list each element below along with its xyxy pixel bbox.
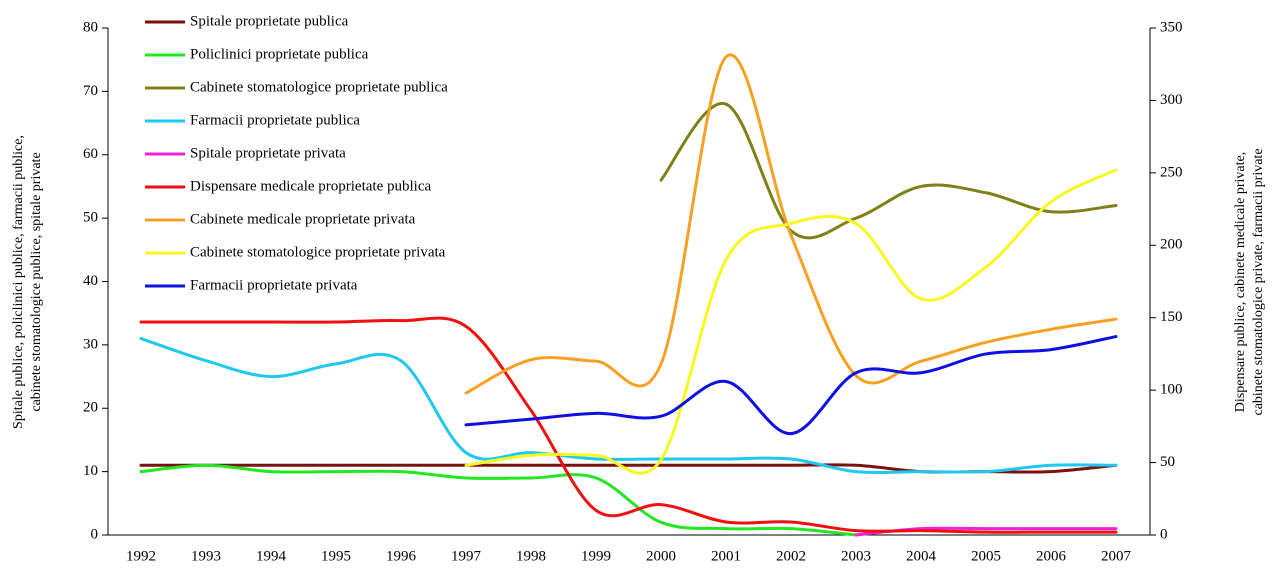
- legend-label: Cabinete stomatologice proprietate priva…: [190, 244, 446, 260]
- series-line: [464, 168, 1118, 475]
- x-tick-label: 2003: [841, 548, 871, 564]
- y2-axis-label: Dispensare publice, cabinete medicale pr…: [1233, 148, 1266, 415]
- legend-label: Cabinete stomatologice proprietate publi…: [190, 79, 448, 95]
- legend-label: Farmacii proprietate privata: [190, 277, 358, 293]
- x-tick-label: 2000: [646, 548, 676, 564]
- y2-tick-label: 200: [1160, 237, 1183, 253]
- x-tick-label: 1993: [191, 548, 221, 564]
- y-tick-label: 50: [83, 210, 98, 226]
- x-tick-label: 1995: [321, 548, 351, 564]
- y2-tick-label: 50: [1160, 454, 1175, 470]
- x-tick-label: 1994: [256, 548, 287, 564]
- legend-label: Cabinete medicale proprietate privata: [190, 211, 416, 227]
- y2-tick-label: 300: [1160, 92, 1183, 108]
- y-tick-label: 40: [83, 273, 98, 289]
- y-tick-label: 80: [83, 19, 98, 35]
- series-line: [659, 102, 1118, 240]
- x-tick-label: 2005: [971, 548, 1001, 564]
- y-tick-label: 0: [91, 526, 99, 542]
- x-tick-label: 2007: [1101, 548, 1132, 564]
- legend-label: Spitale proprietate publica: [190, 13, 349, 29]
- y2-tick-label: 150: [1160, 309, 1183, 325]
- y-tick-label: 20: [83, 400, 98, 416]
- x-tick-label: 2006: [1036, 548, 1067, 564]
- legend-label: Spitale proprietate privata: [190, 145, 346, 161]
- legend-label: Dispensare medicale proprietate publica: [190, 178, 431, 194]
- x-tick-label: 2002: [776, 548, 806, 564]
- y-tick-label: 60: [83, 146, 98, 162]
- series-line: [464, 335, 1118, 436]
- y-tick-label: 10: [83, 463, 98, 479]
- y2-tick-label: 100: [1160, 382, 1183, 398]
- y2-tick-label: 0: [1160, 526, 1168, 542]
- x-tick-label: 1998: [516, 548, 546, 564]
- x-tick-label: 1992: [126, 548, 156, 564]
- x-tick-label: 1996: [386, 548, 417, 564]
- y-axis-label: Spitale publice, policlinici publice, fa…: [11, 135, 44, 429]
- y-tick-label: 30: [83, 336, 98, 352]
- legend-label: Farmacii proprietate publica: [190, 112, 360, 128]
- y2-tick-label: 350: [1160, 19, 1183, 35]
- x-tick-label: 2004: [906, 548, 937, 564]
- legend-label: Policlinici proprietate publica: [190, 46, 369, 62]
- series-line: [464, 53, 1118, 395]
- series-line: [139, 463, 858, 537]
- y-tick-label: 70: [83, 83, 98, 99]
- series-line: [139, 337, 1118, 475]
- y2-tick-label: 250: [1160, 164, 1183, 180]
- x-tick-label: 1999: [581, 548, 611, 564]
- x-tick-label: 1997: [451, 548, 482, 564]
- x-tick-label: 2001: [711, 548, 741, 564]
- series-line: [139, 316, 1118, 534]
